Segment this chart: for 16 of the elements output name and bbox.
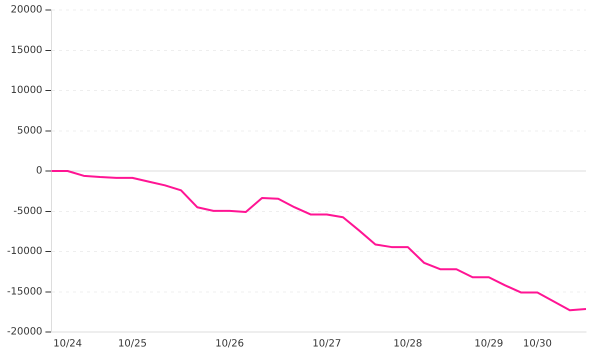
x-tick-label: 10/28 bbox=[393, 338, 422, 350]
x-tick-label: 10/29 bbox=[474, 338, 504, 350]
x-tick-label: 10/30 bbox=[522, 338, 552, 350]
x-tick-label: 10/24 bbox=[53, 338, 82, 350]
y-tick-label: 20000 bbox=[10, 4, 42, 16]
y-tick-label: 15000 bbox=[10, 44, 42, 56]
y-tick-label: 10000 bbox=[10, 85, 42, 96]
y-tick-label: 0 bbox=[36, 166, 42, 177]
y-tick-label: -5000 bbox=[13, 206, 42, 217]
y-tick-label: 5000 bbox=[16, 125, 42, 136]
y-tick-label: -20000 bbox=[7, 326, 42, 338]
x-tick-label: 10/27 bbox=[312, 338, 342, 350]
x-tick-label: 10/26 bbox=[215, 338, 244, 350]
y-tick-label: -10000 bbox=[7, 246, 42, 258]
x-tick-label: 10/25 bbox=[118, 338, 147, 350]
y-tick-label: -15000 bbox=[7, 286, 42, 298]
